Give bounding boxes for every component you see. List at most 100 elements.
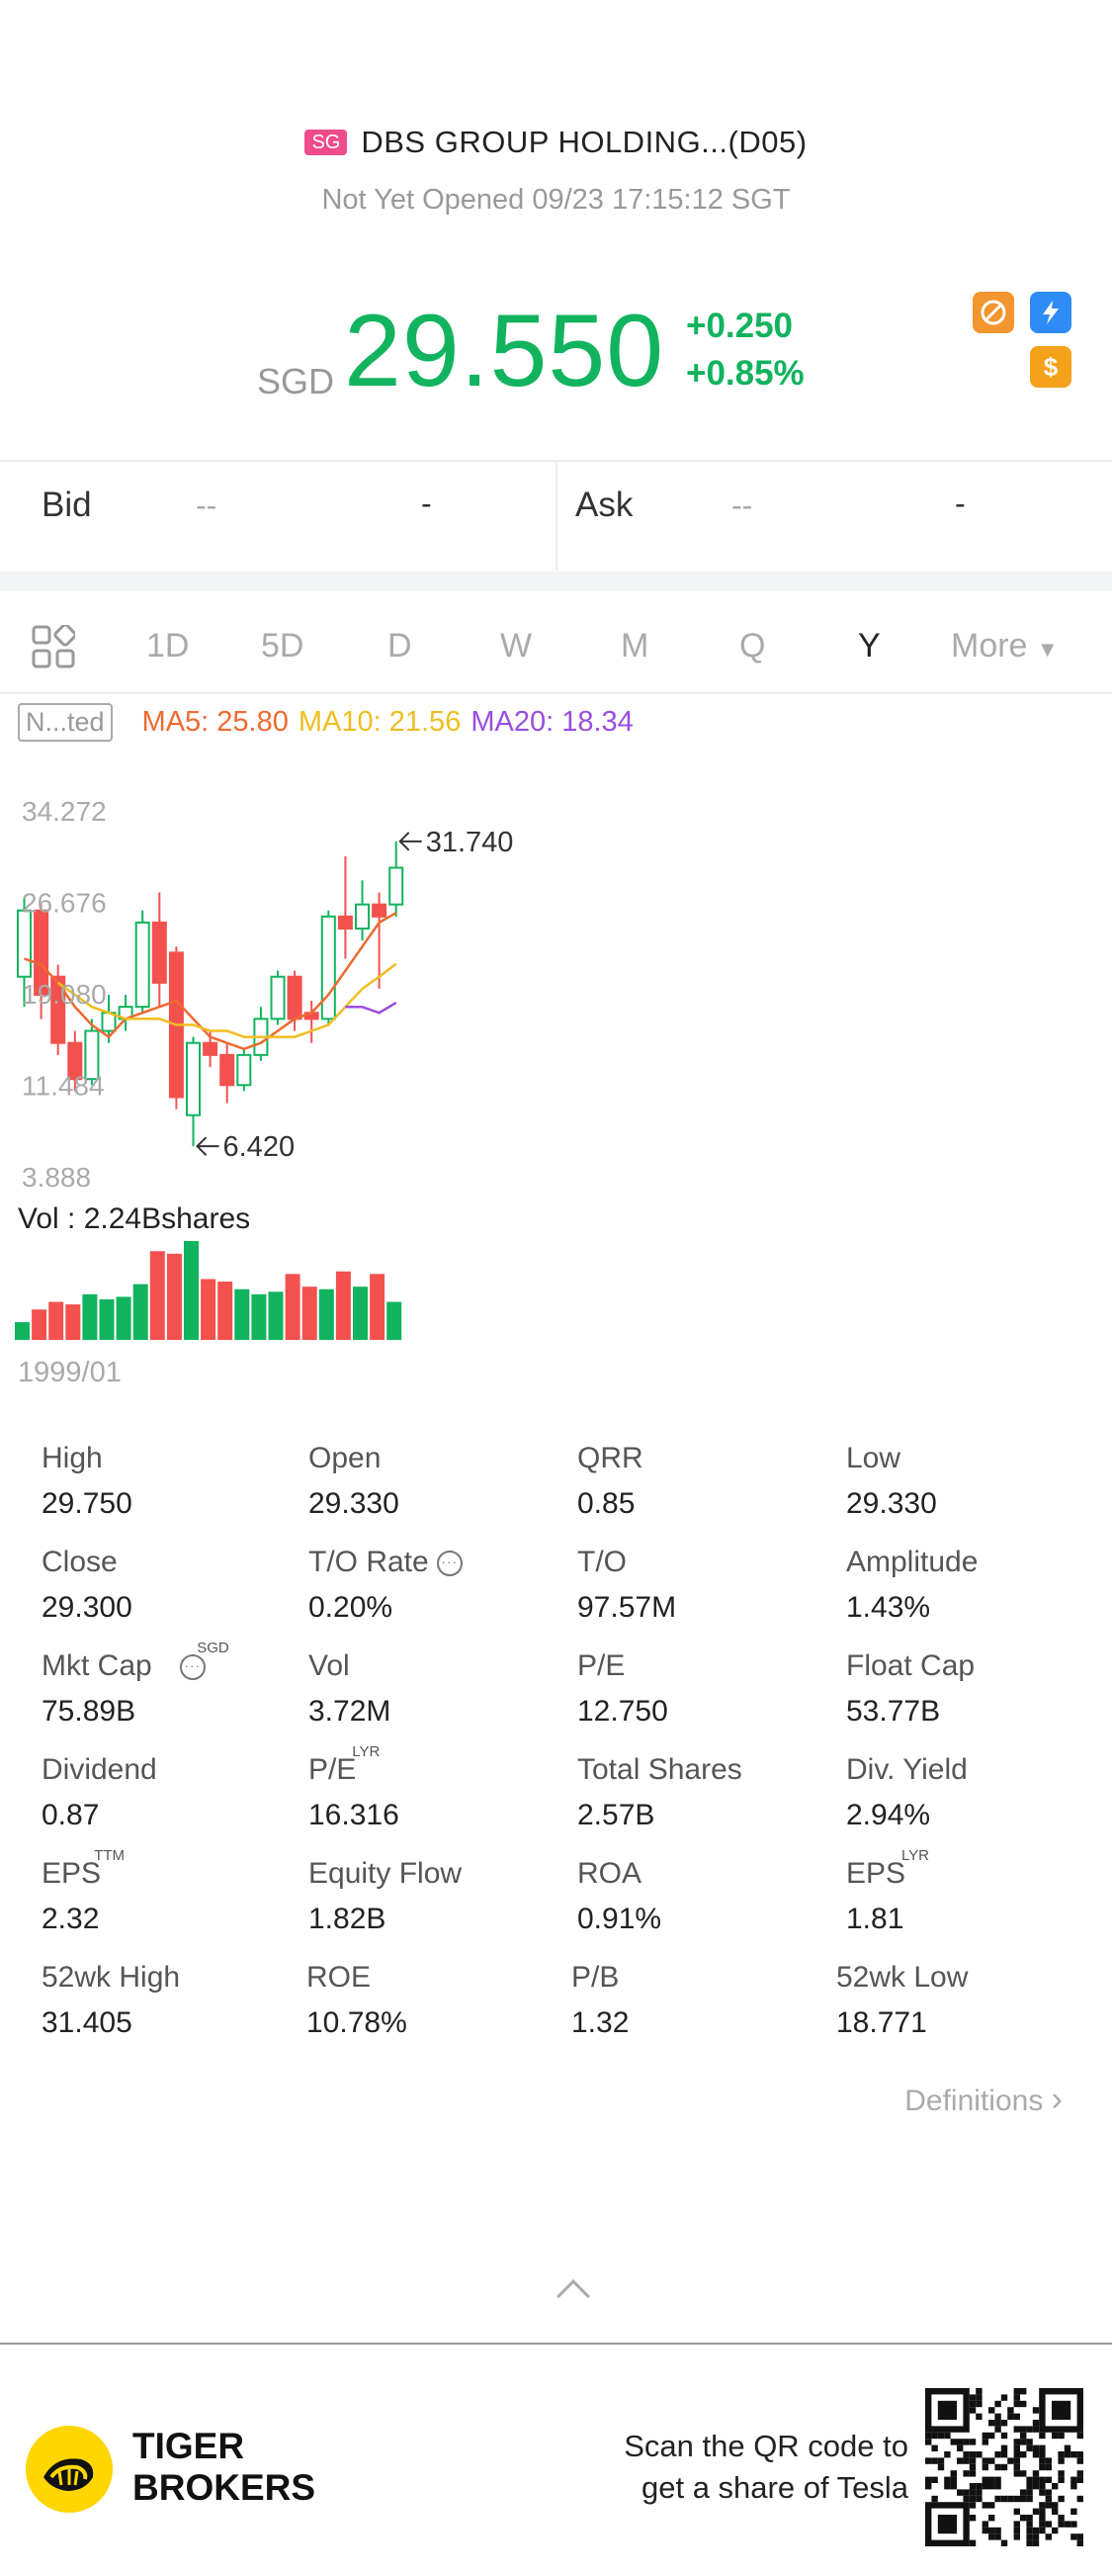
- qr-module: [988, 2502, 995, 2509]
- volume-bar: [99, 1298, 115, 1340]
- ma10-value: MA10: 21.56: [298, 705, 462, 738]
- qr-module: [944, 2483, 951, 2490]
- stat-label-text: Dividend: [42, 1753, 157, 1786]
- stat-roe: ROE 10.78%: [306, 1961, 407, 2040]
- tab-y[interactable]: Y: [858, 627, 881, 665]
- stat-label: Equity Flow: [308, 1857, 462, 1891]
- volume-chart: [15, 1241, 402, 1340]
- candle-body: [17, 909, 32, 978]
- qr-module: [1026, 2515, 1033, 2522]
- layout-grid-icon[interactable]: [32, 625, 75, 668]
- qr-code-icon[interactable]: [925, 2388, 1083, 2546]
- qr-module: [1039, 2502, 1046, 2509]
- info-icon[interactable]: ···: [179, 1654, 206, 1681]
- qr-module: [1013, 2495, 1020, 2503]
- volume-bar: [268, 1291, 284, 1340]
- qr-module: [1070, 2451, 1077, 2458]
- volume-bar: [184, 1241, 199, 1340]
- qr-module: [982, 2521, 988, 2528]
- qr-module: [976, 2489, 983, 2496]
- stat-label: P/E LYR: [308, 1743, 380, 1787]
- adjust-mode-button[interactable]: N...ted: [18, 702, 113, 742]
- bid-ask-separator: [556, 462, 557, 571]
- brand-line1: TIGER: [132, 2426, 245, 2466]
- qr-module: [1058, 2515, 1065, 2522]
- stock-title[interactable]: DBS GROUP HOLDING...(D05): [361, 125, 808, 159]
- stat-label: T/O Rate ···: [308, 1546, 463, 1579]
- stat-label-text: Close: [42, 1546, 118, 1578]
- tab-d[interactable]: D: [387, 627, 412, 665]
- qr-module: [1000, 2420, 1008, 2427]
- stat-value: 10.78%: [306, 2006, 407, 2039]
- qr-module: [982, 2476, 988, 2483]
- stat-value: 2.94%: [846, 1799, 931, 1831]
- section-gap: [0, 572, 1112, 591]
- tab-q[interactable]: Q: [739, 627, 766, 665]
- bid-price: --: [196, 488, 217, 523]
- tab-more[interactable]: More ▼: [951, 627, 1059, 666]
- qr-module: [994, 2426, 1001, 2433]
- qr-module: [969, 2463, 977, 2471]
- stat-superscript: LYR: [900, 1847, 930, 1864]
- candle: [388, 841, 404, 917]
- stat-label: T/O: [577, 1546, 627, 1579]
- candlestick-chart[interactable]: 34.272 26.676 19.080 11.484 3.888 31.740 6.42…: [0, 771, 1112, 1365]
- stat-label: EPS LYR: [846, 1847, 929, 1891]
- volume-bar: [335, 1271, 351, 1340]
- stat-label: Float Cap: [846, 1649, 975, 1683]
- qr-module: [994, 2533, 1001, 2540]
- qr-module: [1013, 2508, 1020, 2515]
- qr-module: [988, 2420, 995, 2427]
- qr-module: [1039, 2444, 1046, 2451]
- tab-5d[interactable]: 5D: [261, 627, 304, 665]
- qr-module: [1013, 2451, 1020, 2458]
- stat-value: 18.771: [836, 2006, 927, 2039]
- low-marker-label: 6.420: [223, 1131, 296, 1163]
- qr-module: [944, 2451, 951, 2458]
- qr-module: [976, 2495, 983, 2503]
- stat-label: Total Shares: [577, 1753, 742, 1787]
- stat-value: 0.85: [577, 1487, 636, 1520]
- low-marker-arrow: [196, 1136, 219, 1156]
- tab-1d[interactable]: 1D: [146, 627, 190, 665]
- candle-body: [67, 1041, 83, 1081]
- stat-label: Vol: [308, 1649, 350, 1683]
- qr-module: [1058, 2521, 1065, 2528]
- stat-eps: EPS TTM 2.32: [42, 1847, 125, 1936]
- tab-m[interactable]: M: [621, 627, 649, 665]
- no-short-icon[interactable]: [973, 292, 1014, 333]
- info-icon[interactable]: ···: [436, 1551, 463, 1577]
- qr-module: [1013, 2413, 1020, 2420]
- qr-module: [1064, 2444, 1071, 2451]
- qr-module: [982, 2502, 988, 2509]
- qr-finder: [937, 2400, 957, 2420]
- candle-body: [372, 903, 387, 918]
- chevron-up-icon[interactable]: [556, 2279, 590, 2313]
- caret-down-icon: ▼: [1036, 637, 1059, 662]
- qr-module: [931, 2457, 938, 2464]
- stat-float-cap: Float Cap 53.77B: [846, 1649, 975, 1729]
- qr-module: [1039, 2527, 1046, 2534]
- qr-module: [1039, 2457, 1046, 2464]
- qr-module: [988, 2407, 995, 2414]
- stat-value: 3.72M: [308, 1695, 391, 1728]
- flash-icon[interactable]: [1030, 292, 1071, 333]
- candle-body: [203, 1041, 218, 1056]
- y-axis-tick-label: 34.272: [22, 796, 107, 827]
- stat-label-text: P/E: [577, 1649, 626, 1682]
- candle: [84, 1019, 100, 1086]
- stat-p-e: P/E LYR 16.316: [308, 1743, 399, 1832]
- definitions-link[interactable]: Definitions ›: [904, 2081, 1063, 2119]
- stat-value: 16.316: [308, 1799, 399, 1831]
- dollar-icon[interactable]: $: [1030, 346, 1071, 388]
- tab-w[interactable]: W: [500, 627, 533, 665]
- currency-label: SGD: [257, 361, 335, 401]
- stat-label: 52wk High: [42, 1961, 180, 1995]
- scan-line1: Scan the QR code to: [624, 2429, 908, 2463]
- qr-module: [1026, 2533, 1033, 2540]
- qr-module: [1045, 2476, 1052, 2483]
- stat-superscript: SGD: [197, 1640, 229, 1656]
- qr-module: [969, 2400, 977, 2408]
- qr-module: [1007, 2407, 1014, 2414]
- scan-line2: get a share of Tesla: [642, 2470, 908, 2505]
